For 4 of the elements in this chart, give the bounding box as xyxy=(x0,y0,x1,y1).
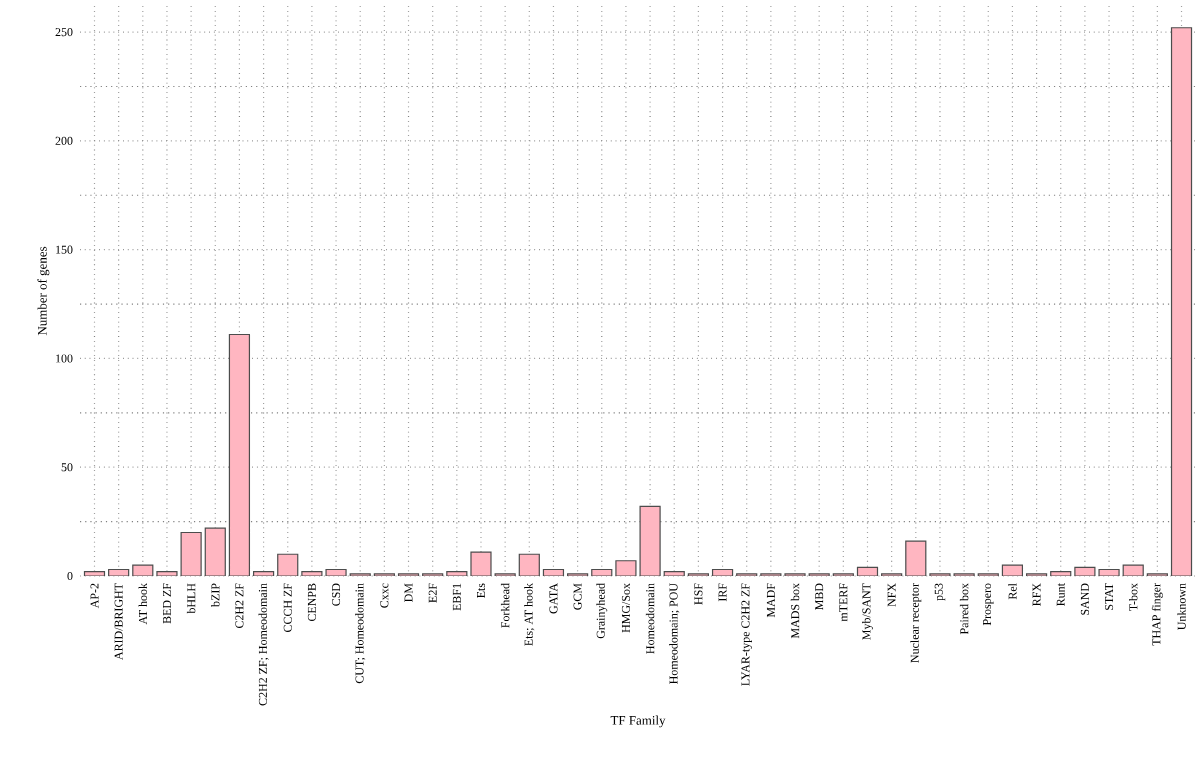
bar xyxy=(905,540,927,576)
bar xyxy=(228,333,251,576)
bar xyxy=(1170,27,1193,576)
bar xyxy=(204,527,226,576)
